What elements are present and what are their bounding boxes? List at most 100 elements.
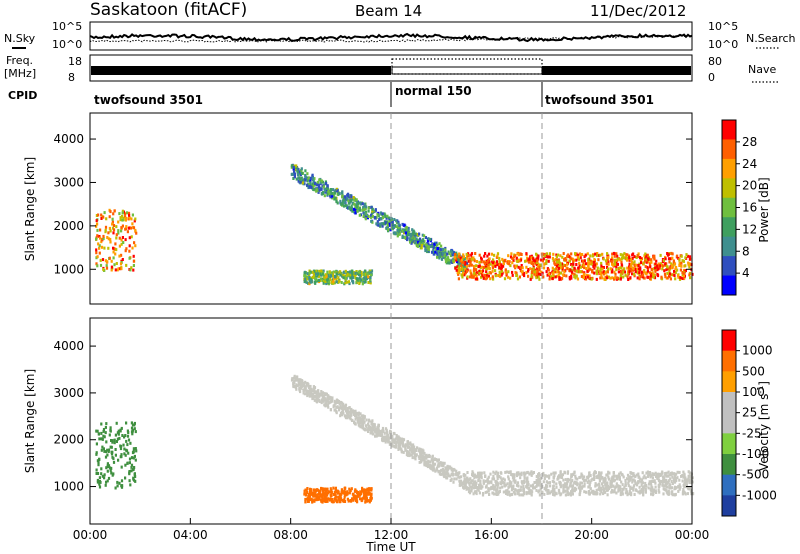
data-cell (319, 181, 322, 184)
data-cell (615, 265, 618, 269)
data-cell (681, 479, 684, 483)
data-cell (623, 256, 626, 260)
data-cell (678, 470, 681, 474)
data-cell (355, 198, 358, 202)
data-cell (326, 497, 329, 501)
data-cell (676, 268, 679, 272)
data-cell (499, 274, 502, 278)
data-cell (537, 481, 541, 484)
data-cell (496, 482, 499, 486)
data-cell (299, 378, 302, 382)
data-cell (620, 260, 623, 264)
data-cell (301, 172, 304, 175)
data-cell (116, 437, 119, 441)
data-cell (320, 390, 323, 393)
data-cell (571, 488, 574, 492)
data-cell (552, 252, 555, 256)
data-cell (316, 497, 319, 501)
data-cell (309, 384, 312, 388)
data-cell (130, 430, 134, 434)
data-cell (572, 472, 575, 476)
data-cell (352, 281, 355, 285)
data-cell (340, 202, 343, 206)
data-cell (293, 170, 296, 173)
data-cell (678, 262, 681, 266)
data-cell (488, 493, 491, 496)
data-cell (444, 257, 447, 261)
data-cell (95, 224, 98, 228)
data-cell (543, 262, 546, 266)
data-cell (480, 486, 483, 490)
data-cell (323, 194, 326, 198)
data-cell (396, 234, 399, 238)
data-cell (128, 479, 131, 483)
data-cell (472, 482, 475, 486)
data-cell (100, 467, 103, 471)
data-cell (324, 392, 327, 396)
data-cell (506, 275, 510, 279)
data-cell (587, 266, 590, 270)
data-cell (591, 270, 594, 274)
data-cell (585, 267, 588, 270)
data-cell (514, 254, 517, 258)
data-cell (677, 256, 680, 260)
data-cell (414, 232, 418, 236)
data-cell (629, 269, 632, 273)
data-cell (108, 215, 111, 219)
data-cell (498, 256, 501, 260)
data-cell (678, 478, 681, 482)
data-cell (393, 444, 396, 448)
data-cell (639, 489, 642, 493)
data-cell (604, 483, 607, 487)
data-cell (505, 483, 508, 487)
data-cell (311, 270, 314, 274)
data-cell (495, 260, 499, 264)
data-cell (646, 269, 649, 273)
data-cell (557, 253, 560, 257)
data-cell (477, 479, 480, 483)
data-cell (391, 220, 394, 224)
data-cell (301, 181, 304, 185)
data-cell (313, 498, 316, 502)
data-cell (656, 476, 659, 480)
data-cell (661, 267, 664, 271)
data-cell (655, 472, 658, 476)
data-cell (372, 422, 375, 426)
data-cell (562, 490, 565, 494)
data-cell (548, 474, 551, 478)
data-cell (470, 263, 473, 267)
data-cell (380, 222, 383, 226)
data-cell (314, 272, 318, 276)
data-cell (537, 257, 540, 261)
data-cell (410, 238, 413, 242)
data-cell (535, 488, 538, 492)
data-cell (348, 491, 351, 495)
data-cell (644, 259, 647, 263)
data-cell (124, 249, 127, 253)
data-cell (653, 273, 656, 277)
data-cell (392, 225, 396, 229)
data-cell (619, 258, 622, 262)
data-cell (487, 274, 490, 278)
data-cell (292, 385, 295, 389)
data-cell (104, 259, 107, 263)
data-cell (422, 238, 425, 242)
data-cell (98, 482, 101, 486)
data-cell (575, 269, 578, 273)
data-cell (106, 448, 109, 452)
data-cell (106, 479, 109, 483)
data-cell (655, 491, 658, 494)
data-cell (125, 421, 128, 425)
data-cell (573, 471, 576, 474)
data-cell (641, 275, 644, 279)
data-cell (306, 272, 309, 276)
data-cell (408, 230, 411, 234)
data-cell (650, 268, 653, 271)
data-cell (430, 464, 433, 468)
data-cell (580, 253, 583, 257)
data-cell (644, 271, 647, 275)
data-cell (422, 242, 425, 246)
data-cell (519, 252, 522, 256)
data-cell (112, 231, 115, 235)
data-cell (515, 471, 519, 475)
